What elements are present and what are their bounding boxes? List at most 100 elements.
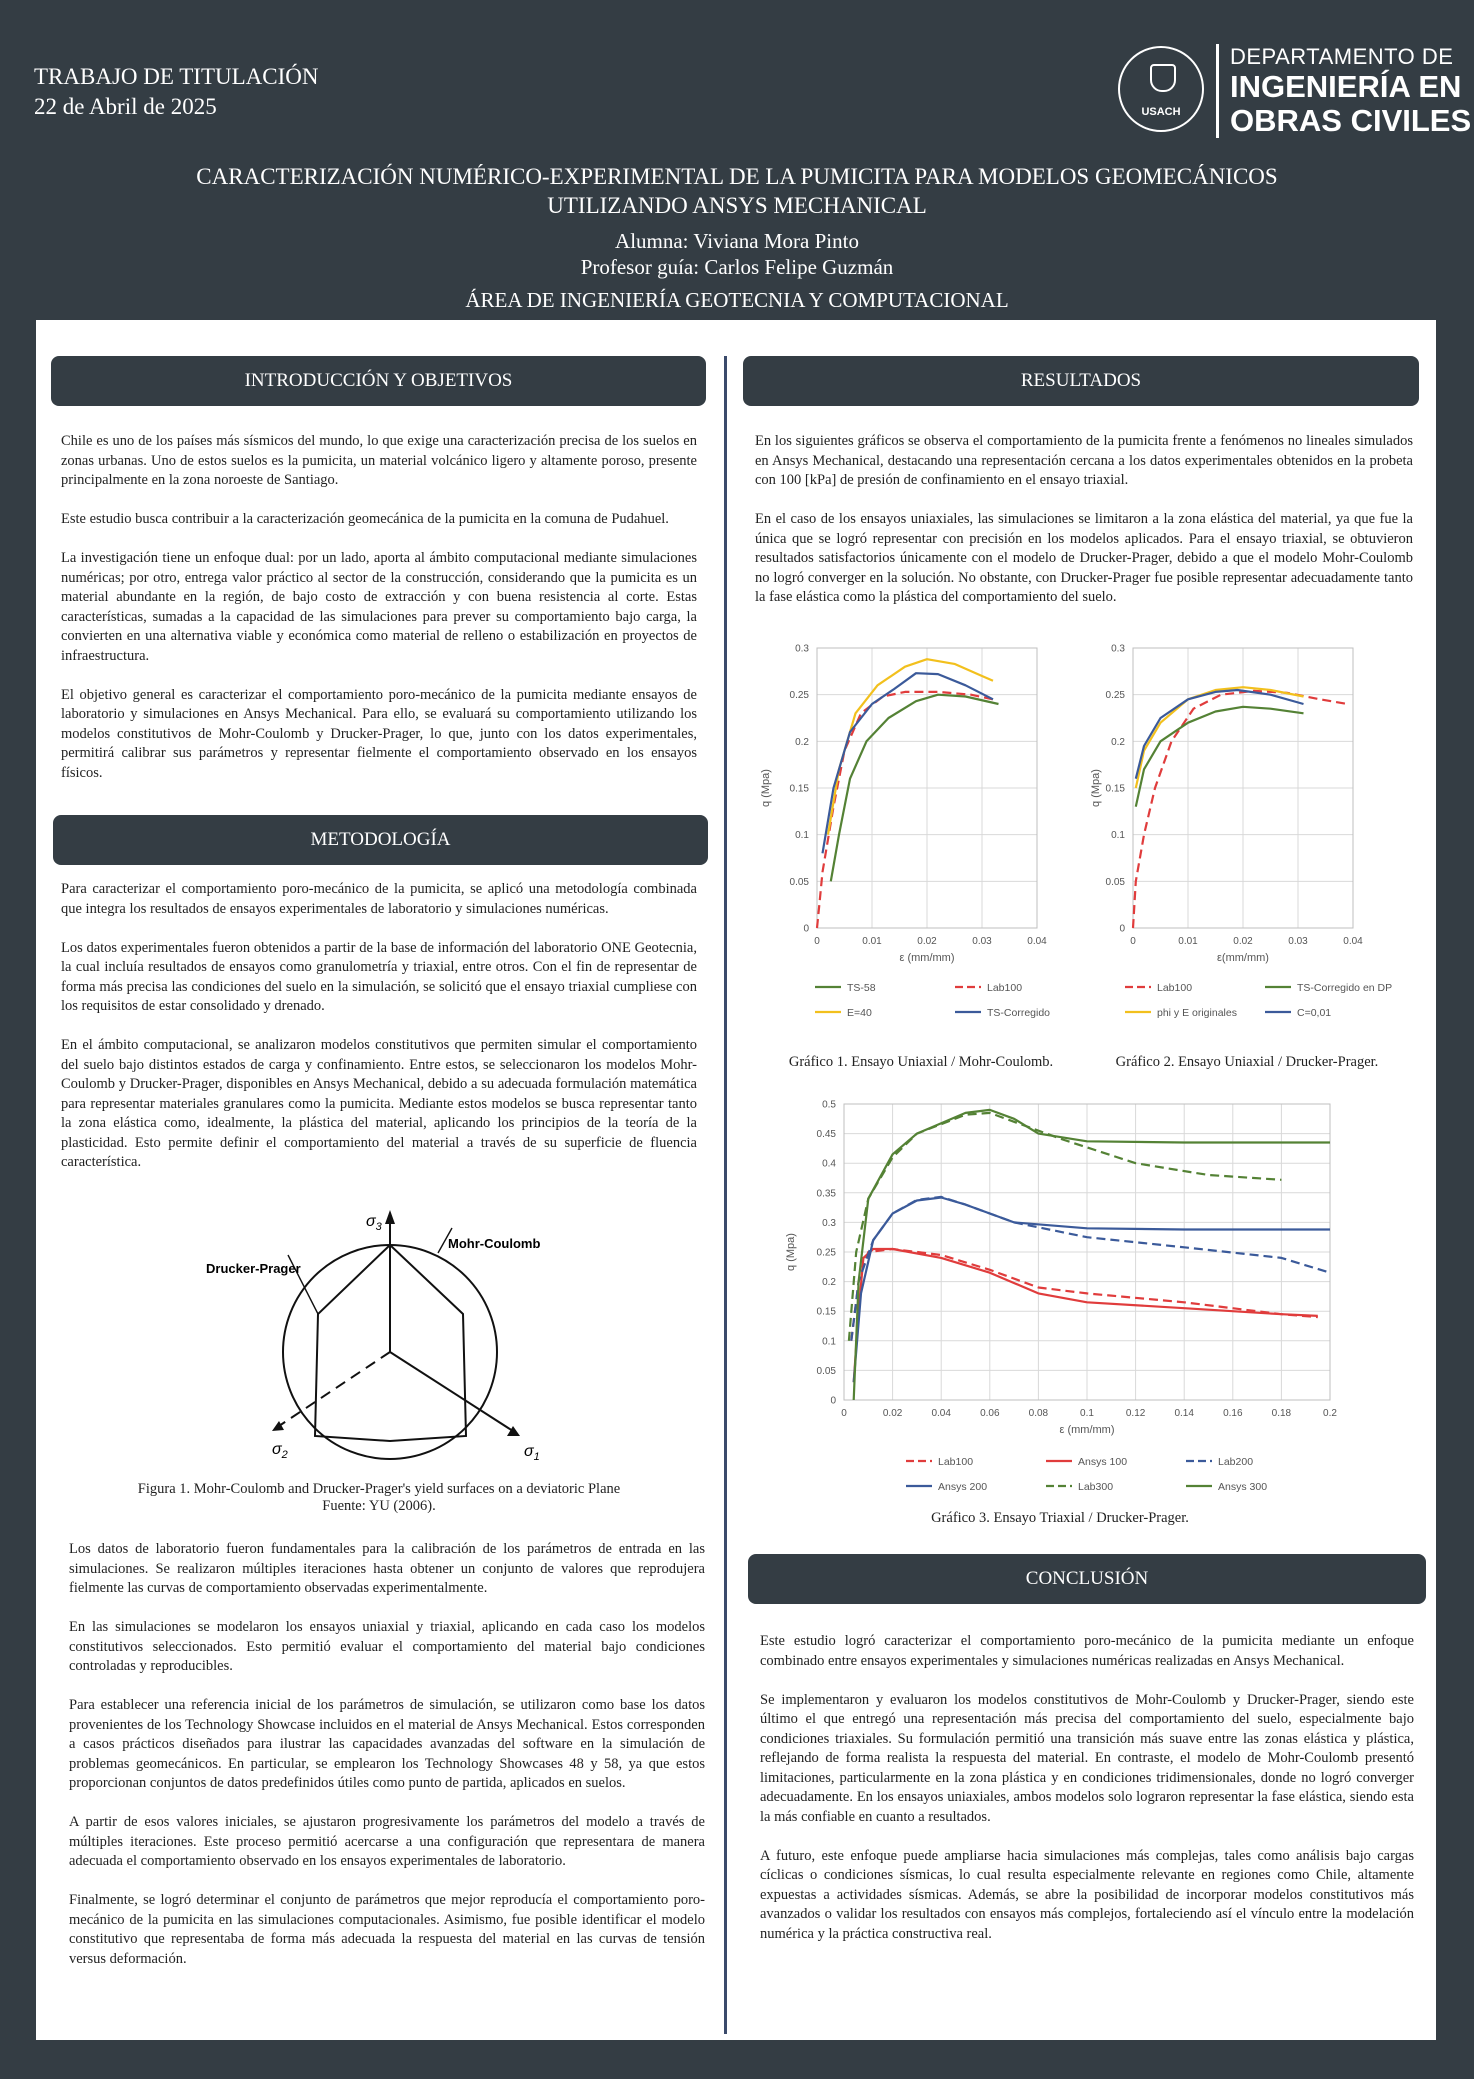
legend-entry: Lab100 <box>1157 982 1192 994</box>
caption-line: Figura 1. Mohr-Coulomb and Drucker-Prage… <box>137 1481 621 1497</box>
dept-line2: INGENIERÍA EN <box>1230 69 1462 104</box>
x-tick-label: 0.04 <box>1027 936 1047 947</box>
paragraph: En el ámbito computacional, se analizaro… <box>61 1037 697 1170</box>
y-tick-label: 0.15 <box>817 1307 837 1318</box>
y-tick-label: 0.3 <box>1111 644 1125 655</box>
x-tick-label: 0.1 <box>1080 1408 1094 1419</box>
x-tick-label: 0.02 <box>917 936 937 947</box>
paragraph: La investigación tiene un enfoque dual: … <box>61 550 697 664</box>
student: Alumna: Viviana Mora Pinto <box>615 229 859 253</box>
paragraph: Para caracterizar el comportamiento poro… <box>61 881 697 917</box>
x-tick-label: 0 <box>841 1408 847 1419</box>
x-tick-label: 0.18 <box>1272 1408 1292 1419</box>
y-tick-label: 0.3 <box>822 1218 836 1229</box>
chart-uniaxial-dp: 0 0.05 0.1 0.15 0.2 0.25 0.3 0 0.01 0.02 0.03 0.04 ε… <box>1090 644 1392 1020</box>
series-line-0 <box>829 693 999 882</box>
y-tick-label: 0.15 <box>1106 784 1126 795</box>
area: ÁREA DE INGENIERÍA GEOTECNIA Y COMPUTACI… <box>465 288 1009 312</box>
chart2-caption: Gráfico 2. Ensayo Uniaxial / Drucker-Pra… <box>1115 1054 1379 1070</box>
legend-entry: E=40 <box>847 1007 872 1019</box>
advisor: Profesor guía: Carlos Felipe Guzmán <box>580 255 894 279</box>
header-info: TRABAJO DE TITULACIÓN 22 de Abril de 202… <box>34 62 319 122</box>
intro-text: Chile es uno de los países más sísmicos … <box>61 432 697 783</box>
usach-logo: USACH <box>1118 46 1204 132</box>
legend-entry: TS-58 <box>847 982 876 994</box>
legend-entry: Lab300 <box>1078 1481 1113 1493</box>
series-line-3 <box>1134 688 1304 779</box>
x-tick-label: 0.16 <box>1223 1408 1243 1419</box>
y-tick-label: 0.3 <box>795 644 809 655</box>
series-line-2 <box>850 1195 1331 1341</box>
y-tick-label: 0.45 <box>817 1129 837 1140</box>
legend-entry: Ansys 300 <box>1218 1481 1267 1493</box>
dp-label: Drucker-Prager <box>206 1261 301 1276</box>
x-tick-label: 0.12 <box>1126 1408 1146 1419</box>
x-tick-label: 0.01 <box>862 936 882 947</box>
section-heading-intro: INTRODUCCIÓN Y OBJETIVOS <box>51 356 706 406</box>
sigma2-axis <box>275 1351 391 1429</box>
paragraph: En las simulaciones se modelaron los ens… <box>69 1619 705 1674</box>
dept-line3: OBRAS CIVILES <box>1230 103 1472 138</box>
sigma1-label: σ <box>524 1443 535 1460</box>
legend-entry: Lab100 <box>987 982 1022 994</box>
svg-text:σ1: σ1 <box>524 1443 540 1463</box>
authors: Alumna: Viviana Mora Pinto Profesor guía… <box>0 228 1474 280</box>
sigma3-label: σ <box>366 1213 377 1230</box>
x-tick-label: 0.03 <box>1288 936 1308 947</box>
paragraph: El objetivo general es caracterizar el c… <box>61 686 697 781</box>
legend-entry: C=0,01 <box>1297 1007 1331 1019</box>
legend-entry: phi y E originales <box>1157 1007 1237 1019</box>
chart3-caption: Gráfico 3. Ensayo Triaxial / Drucker-Pra… <box>931 1510 1189 1526</box>
series-line-3 <box>821 672 994 854</box>
crest-icon <box>1150 64 1176 92</box>
y-tick-label: 0.05 <box>1106 877 1126 888</box>
plot-area <box>1132 647 1354 929</box>
date: 22 de Abril de 2025 <box>34 94 217 119</box>
sigma1-arrow-icon <box>507 1426 520 1436</box>
content-panel <box>36 320 1436 2040</box>
y-tick-label: 0 <box>830 1396 836 1407</box>
y-tick-label: 0.2 <box>1111 737 1125 748</box>
y-tick-label: 0.1 <box>1111 830 1125 841</box>
column-divider <box>724 356 727 2034</box>
x-tick-label: 0.02 <box>883 1408 903 1419</box>
title-line2: UTILIZANDO ANSYS MECHANICAL <box>547 193 927 218</box>
series-line-5 <box>852 1108 1330 1401</box>
x-tick-label: 0 <box>814 936 820 947</box>
paragraph: Los datos experimentales fueron obtenido… <box>61 939 697 1015</box>
legend-entry: TS-Corregido en DP <box>1297 982 1392 994</box>
y-tick-label: 0.4 <box>822 1159 836 1170</box>
mc-leader <box>437 1227 453 1254</box>
chart1-caption: Gráfico 1. Ensayo Uniaxial / Mohr-Coulom… <box>788 1054 1054 1070</box>
paragraph: Se implementaron y evaluaron los modelos… <box>760 1691 1414 1825</box>
paragraph: En el caso de los ensayos uniaxiales, la… <box>755 511 1413 605</box>
logo-divider <box>1216 44 1219 138</box>
y-tick-label: 0.2 <box>795 737 809 748</box>
y-tick-label: 0.25 <box>1106 690 1126 701</box>
section-heading-conclusion: CONCLUSIÓN <box>748 1554 1426 1604</box>
department-name: DEPARTAMENTO DE INGENIERÍA EN OBRAS CIVI… <box>1230 44 1471 138</box>
svg-text:σ3: σ3 <box>366 1213 383 1233</box>
x-tick-label: 0.2 <box>1323 1408 1337 1419</box>
series-line-0 <box>850 1247 1318 1341</box>
paragraph: Chile es uno de los países más sísmicos … <box>61 433 697 488</box>
paragraph: A partir de esos valores iniciales, se a… <box>69 1814 705 1869</box>
x-tick-label: 0.02 <box>1233 936 1253 947</box>
y-tick-label: 0.5 <box>822 1100 836 1111</box>
x-axis-label: ε (mm/mm) <box>900 952 955 964</box>
paragraph: En los siguientes gráficos se observa el… <box>755 433 1413 488</box>
legend-entry: Lab200 <box>1218 1456 1253 1468</box>
x-axis-label: ε (mm/mm) <box>1060 1424 1115 1436</box>
paragraph: A futuro, este enfoque puede ampliarse h… <box>760 1847 1414 1942</box>
sigma1-sub: 1 <box>534 1451 540 1463</box>
series-line-3 <box>852 1196 1330 1383</box>
chart-triaxial-dp: 0 0.05 0.1 0.15 0.2 0.25 0.3 0.35 0.4 0.45 0.5 0 0.0… <box>785 1100 1337 1494</box>
logo-text: USACH <box>1141 106 1181 118</box>
y-tick-label: 0.1 <box>822 1336 836 1347</box>
legend-entry: Lab100 <box>938 1456 973 1468</box>
legend-entry: Ansys 200 <box>938 1481 987 1493</box>
legend-entry: TS-Corregido <box>987 1007 1050 1019</box>
x-tick-label: 0.14 <box>1174 1408 1194 1419</box>
results-text: En los siguientes gráficos se observa el… <box>755 432 1413 608</box>
y-tick-label: 0.25 <box>790 690 810 701</box>
